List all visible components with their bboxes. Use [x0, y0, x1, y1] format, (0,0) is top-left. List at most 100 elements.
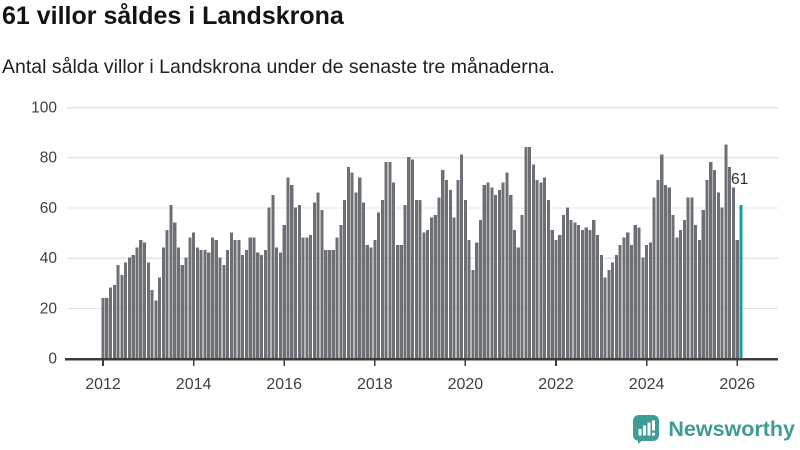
bar [161, 247, 165, 358]
bar [577, 224, 581, 358]
x-axis-tick [464, 360, 467, 366]
bar [456, 179, 460, 358]
bar [154, 300, 158, 358]
y-tick-label: 60 [40, 200, 58, 217]
bar [199, 250, 203, 358]
bar [290, 184, 294, 358]
bar [671, 214, 675, 358]
grid-line [67, 107, 778, 109]
bar [426, 229, 430, 358]
bar [648, 242, 652, 358]
x-axis-tick [374, 360, 376, 366]
x-tick-label: 2026 [719, 376, 755, 393]
bar [346, 167, 350, 358]
bar [429, 217, 433, 358]
bar [656, 179, 660, 358]
y-tick-label: 0 [48, 351, 57, 368]
bar [135, 247, 139, 358]
bar [365, 245, 369, 358]
bar [614, 255, 618, 358]
bar [210, 237, 215, 358]
bar [165, 229, 169, 358]
bar [520, 214, 524, 358]
bar [214, 240, 218, 358]
bar [226, 250, 230, 358]
bar [509, 194, 513, 358]
bar [320, 209, 324, 358]
x-axis-tick [102, 360, 104, 366]
bar [716, 192, 720, 358]
bar [112, 285, 116, 358]
x-tick-label: 2022 [538, 376, 574, 393]
bar [403, 204, 407, 358]
bar [158, 277, 162, 358]
bar [131, 255, 135, 358]
bar [335, 237, 339, 358]
bar [724, 144, 728, 358]
bar [192, 232, 196, 358]
bar [105, 297, 109, 358]
bar [142, 242, 147, 358]
bar [278, 252, 282, 358]
bar [327, 250, 332, 358]
bar [222, 265, 226, 358]
bar [512, 229, 517, 358]
bar [203, 250, 207, 358]
bar [441, 169, 445, 358]
bar [467, 240, 471, 358]
bar [282, 224, 286, 358]
bar [626, 232, 630, 358]
bar [173, 222, 177, 358]
bar [176, 247, 181, 358]
bar [229, 232, 233, 358]
bar [641, 257, 645, 358]
bar [350, 172, 354, 358]
bar [494, 194, 498, 358]
bar [607, 270, 611, 358]
grid-line [67, 157, 778, 159]
bar [697, 240, 701, 358]
bar [343, 199, 347, 358]
bar [369, 247, 373, 358]
bar [195, 247, 199, 358]
bar [411, 159, 415, 358]
bar [407, 157, 411, 358]
x-tick-label: 2014 [176, 376, 212, 393]
bar [373, 240, 377, 358]
bar [554, 240, 558, 358]
y-tick-label: 80 [40, 150, 58, 167]
bar [395, 245, 399, 358]
bar [679, 229, 683, 358]
bar [603, 277, 607, 358]
bar [611, 262, 615, 358]
bar [475, 242, 479, 358]
bar [694, 224, 698, 358]
bar [569, 219, 573, 358]
bar [150, 290, 154, 358]
bar [588, 229, 592, 358]
bar [358, 177, 362, 358]
bar [505, 172, 509, 358]
bar [127, 257, 131, 358]
bar [629, 245, 634, 358]
bar [120, 275, 124, 358]
bar [444, 179, 449, 358]
bar [660, 154, 664, 358]
bar [528, 147, 532, 358]
bar [720, 207, 724, 358]
bar [169, 204, 173, 358]
bar [267, 207, 271, 358]
bar [218, 257, 222, 358]
bar [543, 177, 547, 358]
y-tick-label: 100 [31, 100, 57, 117]
bar [713, 169, 717, 358]
bar [645, 245, 649, 358]
bar [705, 179, 709, 358]
bar [478, 219, 483, 358]
bar [562, 214, 566, 358]
bar [463, 199, 467, 358]
bar [599, 255, 603, 358]
bar [497, 189, 501, 358]
